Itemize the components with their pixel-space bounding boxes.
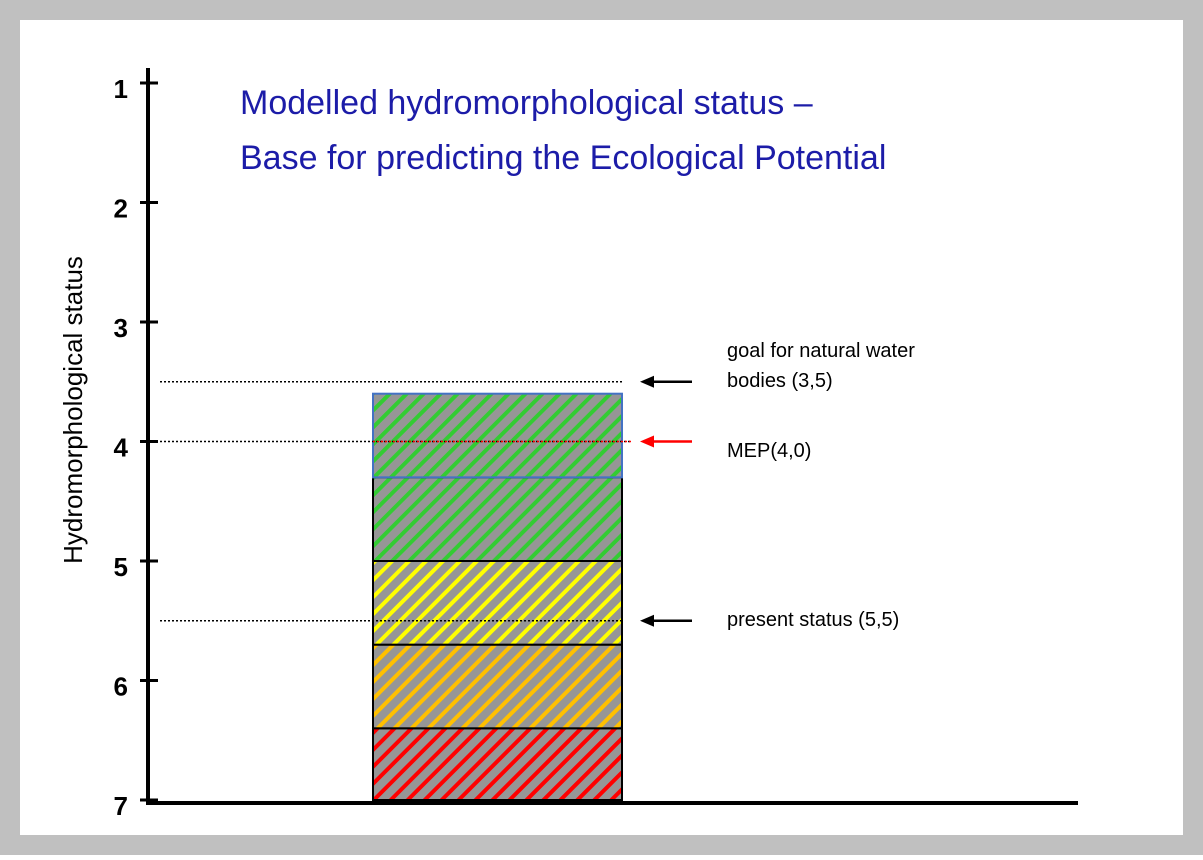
- y-tick-label: 7: [114, 791, 128, 821]
- reference-label: present status (5,5): [727, 609, 899, 631]
- y-tick-label: 1: [114, 74, 128, 104]
- reference-label: bodies (3,5): [727, 370, 833, 392]
- y-tick-label: 3: [114, 313, 128, 343]
- y-tick-label: 4: [114, 432, 129, 462]
- bar-segment: [372, 476, 623, 563]
- title-line: Base for predicting the Ecological Poten…: [240, 139, 886, 177]
- bar-segment: [372, 392, 623, 479]
- arrow-head: [640, 614, 654, 627]
- arrow-head: [640, 375, 654, 388]
- y-tick-label: 2: [114, 193, 128, 223]
- bar-segment: [372, 560, 623, 646]
- y-tick-label: 6: [114, 671, 128, 701]
- bar-segment: [372, 727, 623, 801]
- reference-label: goal for natural water: [727, 340, 915, 362]
- y-tick-label: 5: [114, 552, 128, 582]
- title-line: Modelled hydromorphological status –: [240, 84, 813, 122]
- bar-segment: [372, 643, 623, 730]
- reference-label: MEP(4,0): [727, 440, 811, 462]
- y-axis-label: Hydromorphological status: [58, 256, 88, 564]
- arrow-head: [640, 435, 654, 448]
